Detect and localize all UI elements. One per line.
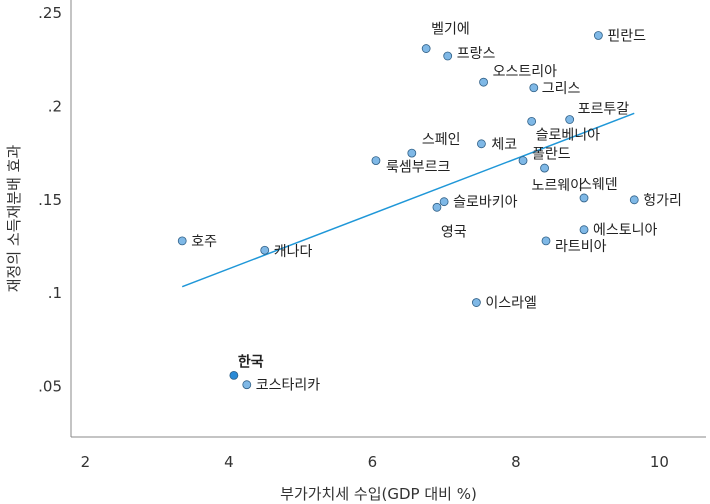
point-label: 영국 [441,224,467,240]
data-point [540,163,549,173]
data-point [529,83,539,93]
y-tick-label: .1 [48,284,62,302]
point-label: 이스라엘 [485,296,537,312]
data-point [260,245,270,255]
point-label: 체코 [491,137,517,153]
data-point [579,225,589,235]
point-label: 노르웨이 [532,178,584,194]
data-point [421,44,431,53]
x-tick-label: 6 [368,453,378,471]
point-label: 그리스 [542,81,581,97]
data-point [477,139,486,149]
point-label: 폴란드 [532,147,571,163]
data-point [443,51,453,61]
point-label: 코스타리카 [256,378,321,394]
x-tick-label: 4 [224,453,234,471]
point-label: 포르투갈 [578,102,630,118]
data-point [471,298,481,307]
point-label: 프랑스 [457,46,496,62]
data-point [177,236,187,246]
data-point [527,116,537,126]
y-tick-label: .2 [48,97,62,115]
point-label: 스웨덴 [579,177,618,193]
data-point [479,77,488,87]
point-label: 슬로베니아 [536,127,601,143]
y-axis-title: 재정의 소득재분배 효과 [5,145,23,293]
point-label: 라트비아 [555,239,607,255]
data-point [229,370,239,380]
x-axis-title: 부가가치세 수입(GDP 대비 %) [280,485,477,503]
axes [70,0,706,438]
point-label: 에스토니아 [593,223,658,239]
point-label: 캐나다 [274,244,313,260]
data-point [407,148,417,158]
point-label: 룩셈부르크 [386,160,451,176]
point-label: 호주 [191,234,217,250]
x-tick-label: 10 [650,453,669,471]
data-point [439,197,449,207]
point-label: 벨기에 [431,22,470,38]
point-label: 한국 [238,354,264,370]
data-point [629,195,639,205]
data-points [177,31,639,390]
point-label: 오스트리아 [493,64,558,80]
y-tick-labels: .05 .1 .15 .2 .25 [38,4,62,396]
y-tick-label: .05 [38,378,62,396]
x-tick-label: 2 [81,453,91,471]
point-label: 슬로바키아 [453,195,518,211]
point-label: 핀란드 [607,28,646,44]
y-tick-label: .15 [38,191,62,209]
data-point [579,193,589,203]
point-label: 헝가리 [643,193,682,209]
data-point [565,115,575,124]
data-point [371,156,381,166]
x-tick-label: 8 [511,453,521,471]
data-point [518,156,528,166]
y-tick-label: .25 [38,4,62,22]
x-tick-labels: 2 4 6 8 10 [81,453,669,471]
data-point [541,236,551,246]
trend-line [181,112,635,288]
data-point [432,202,442,212]
point-label: 스페인 [422,132,461,148]
data-point [242,380,252,390]
data-point [593,31,603,40]
